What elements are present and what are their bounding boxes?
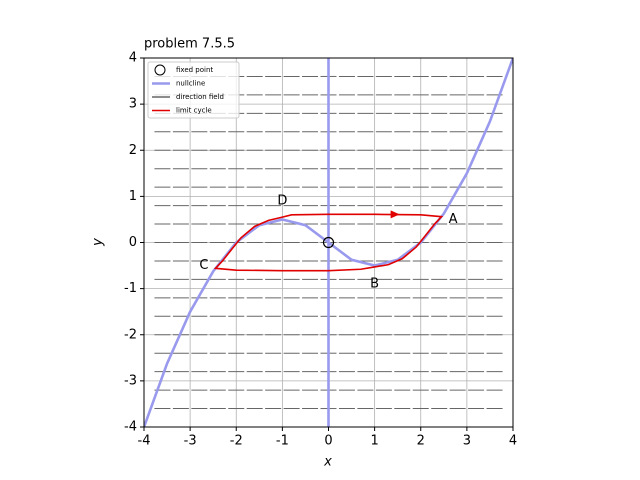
legend-label: nullcline <box>176 80 205 88</box>
chart-title: problem 7.5.5 <box>144 37 235 52</box>
y-tick-label: -4 <box>124 420 137 435</box>
cycle-arrow <box>390 210 400 219</box>
legend-label: direction field <box>176 93 224 101</box>
x-tick-label: -3 <box>184 434 197 449</box>
y-tick-label: 0 <box>129 235 137 250</box>
annotation: A <box>449 212 458 227</box>
x-tick-label: -2 <box>230 434 243 449</box>
y-tick-label: 1 <box>129 189 137 204</box>
legend-label: fixed point <box>176 66 213 74</box>
x-axis-label: x <box>323 455 332 470</box>
y-tick-label: 4 <box>129 51 137 66</box>
y-tick-label: -3 <box>124 373 137 388</box>
legend-label: limit cycle <box>176 107 212 115</box>
y-tick-label: -1 <box>124 281 137 296</box>
legend-marker <box>154 64 166 76</box>
y-axis-label: y <box>91 238 106 247</box>
x-tick-label: 2 <box>417 434 425 449</box>
legend-box <box>147 61 240 119</box>
x-tick-label: 3 <box>463 434 471 449</box>
y-tick-label: -2 <box>124 327 137 342</box>
annotation: B <box>370 277 379 292</box>
nullcline <box>144 58 513 427</box>
y-tick-label: 2 <box>129 143 137 158</box>
fixed-point <box>322 236 335 249</box>
plot-area <box>144 58 513 427</box>
x-tick-label: -1 <box>276 434 289 449</box>
x-tick-label: -4 <box>138 434 151 449</box>
annotation: C <box>199 258 208 273</box>
axes-frame <box>143 57 514 428</box>
limit-cycle <box>213 213 444 272</box>
x-tick-label: 0 <box>324 434 332 449</box>
x-tick-label: 1 <box>370 434 378 449</box>
y-tick-label: 3 <box>129 97 137 112</box>
x-tick-label: 4 <box>509 434 517 449</box>
annotation: D <box>277 193 287 208</box>
